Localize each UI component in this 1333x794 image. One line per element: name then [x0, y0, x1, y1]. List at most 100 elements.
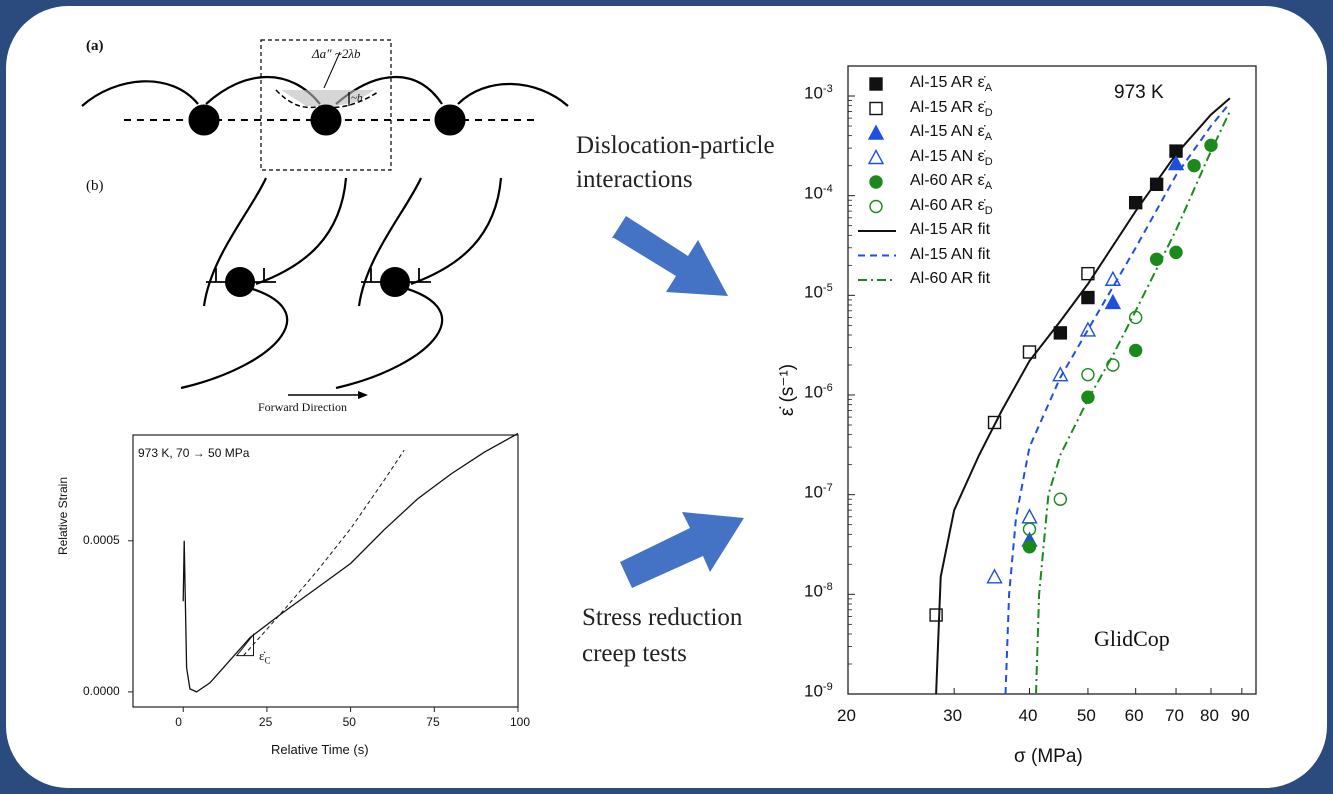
- hatched-area: [281, 90, 374, 106]
- particle: [188, 104, 220, 136]
- y-tick-label: 10-7: [804, 481, 833, 502]
- particle: [225, 267, 255, 297]
- x-tick-label: 80: [1200, 706, 1219, 725]
- dislocation-arc: [457, 82, 569, 107]
- log-ylabel: ε̇ (s⁻¹): [777, 363, 798, 417]
- plot-frame: [847, 65, 1257, 695]
- y-tick-label: 10-6: [804, 382, 833, 402]
- y-tick-label: 10-5: [804, 282, 833, 302]
- dislocation-line: [202, 177, 268, 307]
- creep-curve-plot: [128, 432, 519, 712]
- arrow-label-top-1: Dislocation-particle: [576, 132, 775, 159]
- zoom-box: [260, 39, 392, 171]
- data-point-circle: [1081, 367, 1095, 382]
- legend-label: Al-15 AR fit: [910, 221, 991, 238]
- dislocation-line: [255, 177, 348, 286]
- legend-label: Al-60 AR ε̇A: [910, 172, 993, 193]
- legend-label: Al-15 AN fit: [910, 245, 991, 263]
- x-tick-label: 50: [342, 715, 356, 729]
- arrow-label-bottom-1: Stress reduction: [582, 604, 743, 631]
- arrow-label-top-2: interactions: [576, 166, 693, 193]
- creep-xlabel: Relative Time (s): [271, 742, 369, 757]
- figure-frame: (a) Δa″ ~2λb ~b (b) Forward Direction Di…: [6, 6, 1327, 788]
- legend-label: Al-15 AN ε̇A: [910, 123, 993, 144]
- data-point-triangle: [1052, 366, 1069, 382]
- material-annotation: GlidCop: [1094, 626, 1170, 651]
- y-tick-label: 10-3: [804, 83, 833, 103]
- data-point-circle: [1022, 522, 1037, 536]
- arrow-label-bottom-2: creep tests: [582, 640, 687, 667]
- data-point-triangle: [1104, 270, 1122, 286]
- data-point-circle: [1106, 358, 1120, 372]
- data-point-circle: [1187, 158, 1201, 173]
- creep-ylabel: Relative Strain: [56, 476, 70, 556]
- y-tick-label: 0.0005: [83, 532, 120, 547]
- fit-line: [1035, 110, 1231, 695]
- process-arrows: [612, 216, 744, 588]
- rate-label: ε̇C: [259, 648, 271, 666]
- strain-rate-plot: [847, 65, 1257, 695]
- x-tick-label: 50: [1076, 706, 1096, 725]
- x-tick-label: 75: [426, 715, 440, 729]
- data-point-square: [1053, 326, 1068, 340]
- panel-a-label: (a): [86, 38, 104, 54]
- data-point-triangle: [1079, 321, 1097, 337]
- data-point-square: [987, 415, 1002, 430]
- lower-arrow: [620, 512, 744, 588]
- annotation-delta-a: Δa″ ~2λb: [312, 46, 361, 61]
- data-point-circle: [1149, 252, 1164, 266]
- dislocation-line: [335, 282, 444, 390]
- x-tick-label: 60: [1124, 706, 1144, 725]
- data-point-triangle: [1104, 293, 1122, 310]
- slope-triangle: [235, 633, 255, 657]
- legend-label: Al-15 AN ε̇D: [910, 147, 993, 168]
- data-point-circle: [869, 199, 883, 214]
- dislocation-arc: [81, 80, 199, 107]
- dislocation-line: [180, 282, 289, 390]
- dislocation-schematic: [81, 39, 1257, 712]
- x-tick-label: 0: [175, 715, 182, 729]
- x-tick-label: 25: [258, 715, 273, 729]
- log-xlabel: σ (MPa): [1014, 746, 1083, 767]
- dislocation-line: [357, 177, 423, 307]
- creep-annotation: 973 K, 70 → 50 MPa: [138, 446, 250, 460]
- data-point-circle: [1128, 310, 1143, 325]
- data-point-triangle: [986, 568, 1003, 584]
- y-tick-label: 10-8: [804, 581, 833, 601]
- x-tick-label: 40: [1018, 706, 1038, 725]
- data-point-square: [869, 77, 883, 91]
- forward-direction-label: Forward Direction: [258, 400, 347, 414]
- x-tick-label: 70: [1165, 706, 1184, 725]
- y-tick-label: 10-4: [804, 182, 833, 203]
- x-tick-label: 90: [1230, 706, 1250, 725]
- legend-label: Al-60 AR ε̇D: [910, 196, 993, 217]
- upper-arrow: [612, 216, 728, 296]
- data-point-circle: [869, 175, 883, 189]
- plot-frame: [132, 434, 519, 708]
- dislocation-line: [410, 177, 503, 286]
- data-point-circle: [1128, 343, 1143, 358]
- particle: [434, 104, 466, 136]
- legend-label: Al-15 AR ε̇D: [910, 98, 993, 119]
- data-point-square: [869, 101, 883, 116]
- data-point-square: [1022, 345, 1037, 359]
- x-tick-label: 20: [837, 706, 856, 725]
- data-point-circle: [1053, 492, 1068, 506]
- data-point-circle: [1081, 390, 1095, 404]
- steady-state-fit-line: [243, 449, 405, 656]
- y-tick-label: 0.0000: [83, 683, 120, 698]
- data-point-square: [1081, 266, 1095, 281]
- data-point-circle: [1169, 245, 1183, 260]
- data-point-triangle: [1021, 508, 1038, 524]
- data-point-triangle: [1167, 155, 1185, 171]
- legend-label: Al-15 AR ε̇A: [910, 74, 993, 95]
- x-tick-label: 100: [510, 715, 531, 729]
- data-point-square: [1149, 177, 1164, 192]
- fit-line: [1004, 102, 1231, 695]
- data-point-triangle: [867, 149, 885, 165]
- particle: [310, 104, 342, 136]
- data-point-square: [929, 608, 943, 622]
- data-point-square: [1081, 290, 1095, 305]
- x-tick-label: 30: [943, 706, 963, 725]
- data-point-square: [1128, 196, 1143, 210]
